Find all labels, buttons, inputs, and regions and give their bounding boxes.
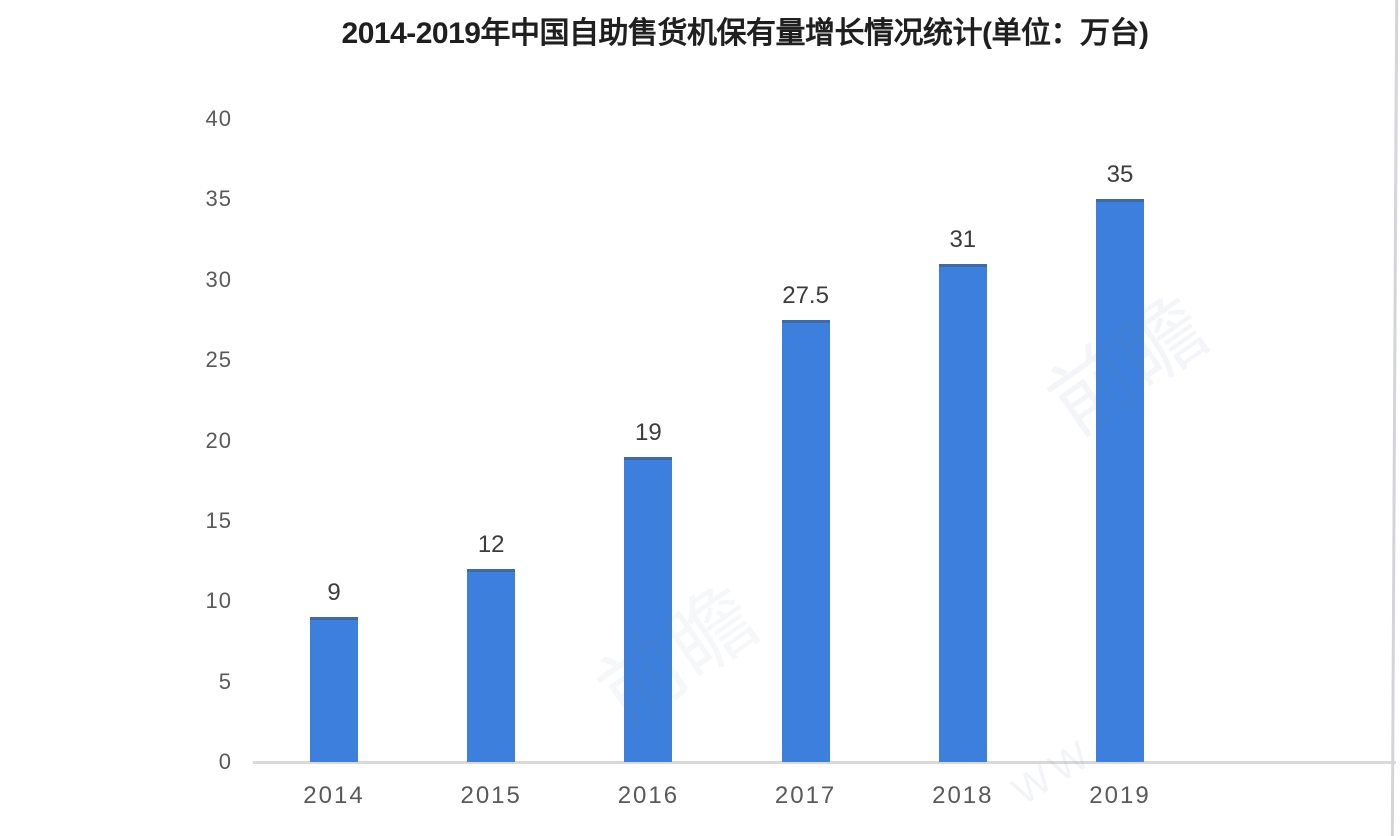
- x-axis-tick-label: 2019: [1089, 782, 1151, 809]
- y-axis-tick-label: 35: [205, 186, 232, 212]
- bar-value-label: 12: [477, 531, 505, 559]
- bar-2015: [467, 569, 516, 762]
- bar-2018: [938, 263, 987, 762]
- x-axis-tick-label: 2017: [774, 782, 837, 809]
- x-axis-tick-label: 2016: [617, 782, 680, 809]
- y-axis-tick-label: 15: [205, 507, 232, 533]
- bar-value-label: 31: [949, 225, 977, 253]
- bar-2019: [1096, 199, 1144, 762]
- y-axis-tick-label: 10: [205, 588, 232, 614]
- y-axis-tick-label: 5: [218, 668, 232, 694]
- bar-value-label: 27.5: [782, 281, 829, 309]
- y-axis-tick-label: 20: [205, 427, 232, 453]
- bar-value-label: 9: [327, 579, 341, 607]
- y-axis-tick-label: 30: [205, 266, 232, 292]
- x-axis-tick-label: 2015: [460, 782, 522, 809]
- bar-2017: [781, 319, 830, 762]
- bar-2016: [624, 456, 673, 762]
- chart-title: 2014-2019年中国自助售货机保有量增长情况统计(单位：万台): [341, 17, 1149, 50]
- x-axis-line: [253, 761, 1396, 764]
- x-axis-tick-label: 2018: [932, 782, 994, 809]
- y-axis-tick-label: 40: [205, 106, 232, 131]
- y-axis-tick-label: 25: [205, 347, 232, 373]
- bar-value-label: 19: [635, 418, 662, 446]
- bar-2014: [310, 617, 358, 762]
- x-axis-tick-label: 2014: [303, 782, 365, 809]
- y-axis-tick-label: 0: [218, 749, 232, 774]
- bar-value-label: 35: [1106, 161, 1134, 189]
